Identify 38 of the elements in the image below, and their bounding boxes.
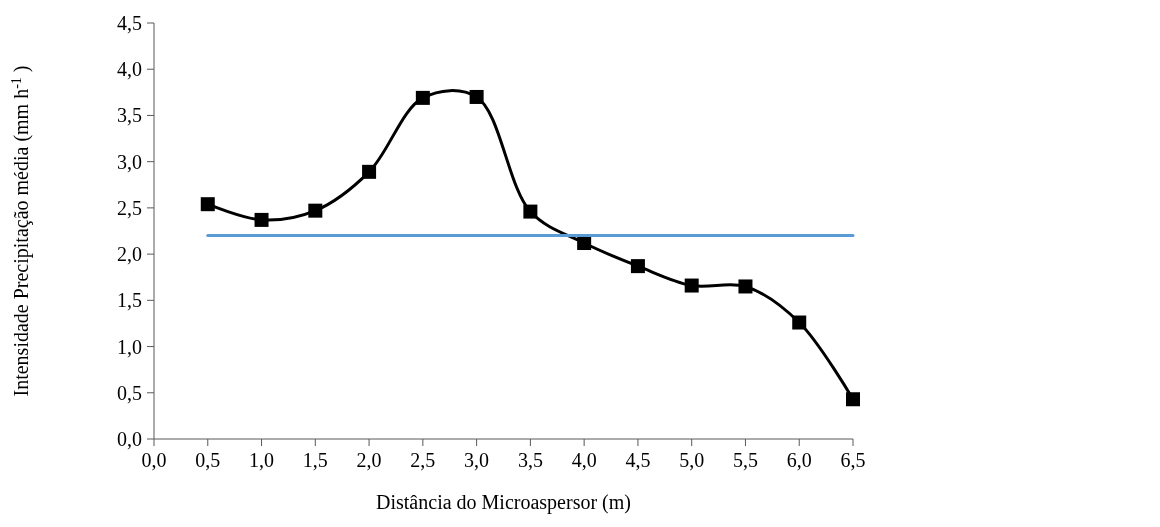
x-tick-label: 1,0 xyxy=(249,449,275,471)
point xyxy=(362,164,377,179)
x-tick-label: 4,5 xyxy=(625,449,651,471)
y-tick-label: 1,5 xyxy=(117,289,142,312)
y-tick-label: 0,5 xyxy=(117,381,142,404)
y-tick-label: 4,5 xyxy=(117,12,142,34)
x-tick-label: 3,0 xyxy=(464,449,490,471)
x-tick-label: 2,5 xyxy=(410,449,436,471)
point xyxy=(200,197,215,212)
x-tick-label: 4,0 xyxy=(571,449,597,471)
y-tick-label: 3,5 xyxy=(117,104,142,127)
x-tick-label: 5,0 xyxy=(679,449,705,471)
point xyxy=(254,212,269,227)
point xyxy=(415,90,430,105)
point xyxy=(792,315,807,330)
x-tick-label: 6,5 xyxy=(840,449,866,471)
y-tick-label: 4,0 xyxy=(117,58,142,81)
point xyxy=(308,203,323,218)
x-tick-label: 1,5 xyxy=(302,449,328,471)
point xyxy=(469,89,484,104)
x-tick-label: 2,0 xyxy=(356,449,382,471)
point xyxy=(846,392,860,407)
y-tick-label: 2,0 xyxy=(117,243,142,266)
x-tick-label: 6,0 xyxy=(786,449,812,471)
x-tick-label: 0,0 xyxy=(141,449,167,471)
point xyxy=(684,278,699,293)
y-tick-label: 3,0 xyxy=(117,150,142,173)
x-axis-title: Distância do Microaspersor (m) xyxy=(376,491,631,514)
point xyxy=(630,259,645,274)
x-tick-label: 5,5 xyxy=(732,449,758,471)
point xyxy=(523,204,538,219)
x-tick-label: 0,5 xyxy=(195,449,221,471)
y-tick-label: 0,0 xyxy=(117,428,142,450)
y-tick-label: 2,5 xyxy=(117,196,142,219)
point xyxy=(738,279,753,294)
x-tick-label: 3,5 xyxy=(517,449,543,471)
y-tick-label: 1,0 xyxy=(117,335,142,358)
point xyxy=(577,236,592,251)
